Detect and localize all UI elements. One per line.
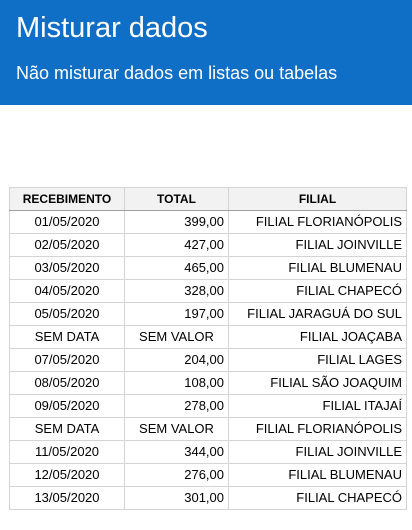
cell-recebimento[interactable]: 11/05/2020 — [9, 440, 125, 464]
table-row: 11/05/2020 344,00 FILIAL JOINVILLE — [9, 440, 407, 464]
cell-filial[interactable]: FILIAL BLUMENAU — [228, 256, 407, 280]
cell-total[interactable]: 197,00 — [124, 302, 229, 326]
cell-filial[interactable]: FILIAL FLORIANÓPOLIS — [228, 417, 407, 441]
table-header-row: RECEBIMENTO TOTAL FILIAL — [9, 187, 407, 211]
table-row: SEM DATA SEM VALOR FILIAL JOAÇABA — [9, 325, 407, 349]
table-row: 08/05/2020 108,00 FILIAL SÃO JOAQUIM — [9, 371, 407, 395]
cell-filial[interactable]: FILIAL SÃO JOAQUIM — [228, 371, 407, 395]
table-row: 03/05/2020 465,00 FILIAL BLUMENAU — [9, 256, 407, 280]
cell-filial[interactable]: FILIAL JOINVILLE — [228, 233, 407, 257]
data-table: RECEBIMENTO TOTAL FILIAL 01/05/2020 399,0… — [9, 187, 407, 510]
cell-recebimento[interactable]: 02/05/2020 — [9, 233, 125, 257]
cell-total[interactable]: 301,00 — [124, 486, 229, 510]
cell-filial[interactable]: FILIAL FLORIANÓPOLIS — [228, 210, 407, 234]
table-row: 02/05/2020 427,00 FILIAL JOINVILLE — [9, 233, 407, 257]
cell-total[interactable]: 344,00 — [124, 440, 229, 464]
table-body: 01/05/2020 399,00 FILIAL FLORIANÓPOLIS 02/0… — [9, 210, 407, 510]
cell-recebimento[interactable]: 03/05/2020 — [9, 256, 125, 280]
cell-filial[interactable]: FILIAL JOINVILLE — [228, 440, 407, 464]
table-row: 12/05/2020 276,00 FILIAL BLUMENAU — [9, 463, 407, 487]
table-row: 01/05/2020 399,00 FILIAL FLORIANÓPOLIS — [9, 210, 407, 234]
cell-filial[interactable]: FILIAL CHAPECÓ — [228, 486, 407, 510]
cell-recebimento[interactable]: 13/05/2020 — [9, 486, 125, 510]
cell-recebimento[interactable]: SEM DATA — [9, 325, 125, 349]
cell-filial[interactable]: FILIAL ITAJAÍ — [228, 394, 407, 418]
cell-recebimento[interactable]: 12/05/2020 — [9, 463, 125, 487]
cell-filial[interactable]: FILIAL CHAPECÓ — [228, 279, 407, 303]
cell-recebimento[interactable]: SEM DATA — [9, 417, 125, 441]
cell-filial[interactable]: FILIAL LAGES — [228, 348, 407, 372]
cell-recebimento[interactable]: 09/05/2020 — [9, 394, 125, 418]
table-row: SEM DATA SEM VALOR FILIAL FLORIANÓPOLIS — [9, 417, 407, 441]
cell-total[interactable]: 399,00 — [124, 210, 229, 234]
cell-total[interactable]: 328,00 — [124, 279, 229, 303]
page-subtitle: Não misturar dados em listas ou tabelas — [16, 63, 338, 83]
cell-filial[interactable]: FILIAL JOAÇABA — [228, 325, 407, 349]
cell-total[interactable]: 204,00 — [124, 348, 229, 372]
cell-total[interactable]: 108,00 — [124, 371, 229, 395]
cell-total[interactable]: 427,00 — [124, 233, 229, 257]
cell-recebimento[interactable]: 08/05/2020 — [9, 371, 125, 395]
cell-filial[interactable]: FILIAL JARAGUÁ DO SUL — [228, 302, 407, 326]
cell-total[interactable]: SEM VALOR — [124, 417, 229, 441]
cell-total[interactable]: 276,00 — [124, 463, 229, 487]
table-row: 09/05/2020 278,00 FILIAL ITAJAÍ — [9, 394, 407, 418]
column-header-filial[interactable]: FILIAL — [228, 187, 407, 211]
cell-total[interactable]: 465,00 — [124, 256, 229, 280]
table-row: 07/05/2020 204,00 FILIAL LAGES — [9, 348, 407, 372]
header-banner: Misturar dados Não misturar dados em lis… — [0, 0, 412, 105]
cell-recebimento[interactable]: 01/05/2020 — [9, 210, 125, 234]
cell-recebimento[interactable]: 04/05/2020 — [9, 279, 125, 303]
cell-filial[interactable]: FILIAL BLUMENAU — [228, 463, 407, 487]
column-header-total[interactable]: TOTAL — [124, 187, 229, 211]
table-row: 13/05/2020 301,00 FILIAL CHAPECÓ — [9, 486, 407, 510]
column-header-recebimento[interactable]: RECEBIMENTO — [9, 187, 125, 211]
cell-total[interactable]: SEM VALOR — [124, 325, 229, 349]
cell-recebimento[interactable]: 05/05/2020 — [9, 302, 125, 326]
cell-recebimento[interactable]: 07/05/2020 — [9, 348, 125, 372]
table-row: 04/05/2020 328,00 FILIAL CHAPECÓ — [9, 279, 407, 303]
cell-total[interactable]: 278,00 — [124, 394, 229, 418]
page-title: Misturar dados — [16, 12, 208, 44]
table-row: 05/05/2020 197,00 FILIAL JARAGUÁ DO SUL — [9, 302, 407, 326]
